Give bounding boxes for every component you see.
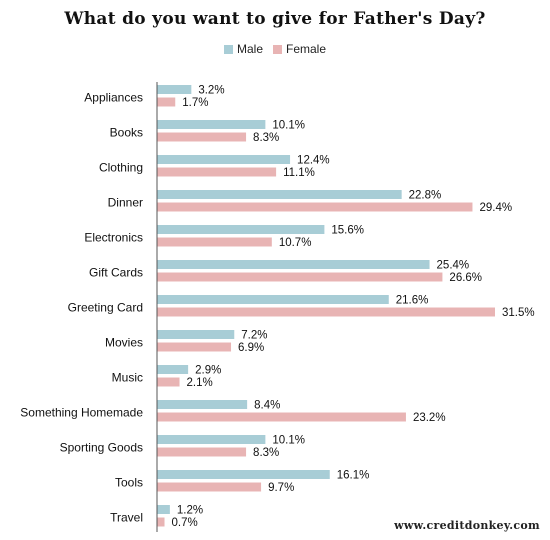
data-label-male-gift-cards: 25.4% (437, 260, 470, 272)
data-label-female-movies: 6.9% (238, 342, 264, 354)
chart-title: What do you want to give for Father's Da… (64, 9, 486, 29)
category-label-travel: Travel (110, 511, 143, 525)
legend-item-female: Female (273, 42, 326, 56)
category-label-appliances: Appliances (84, 91, 143, 105)
bar-female-books (157, 132, 247, 142)
data-label-female-greeting-card: 31.5% (502, 307, 535, 319)
data-label-male-dinner: 22.8% (409, 190, 442, 202)
data-label-female-electronics: 10.7% (279, 237, 312, 249)
data-label-female-dinner: 29.4% (479, 202, 512, 214)
bar-female-dinner (157, 202, 473, 212)
data-label-female-travel: 0.7% (172, 517, 198, 529)
bar-male-movies (157, 330, 235, 339)
bar-male-greeting-card (157, 295, 389, 304)
bar-female-movies (157, 342, 232, 352)
data-label-female-books: 8.3% (253, 132, 279, 144)
legend: Male Female (0, 42, 550, 56)
data-label-female-appliances: 1.7% (182, 97, 208, 109)
category-label-books: Books (110, 126, 143, 140)
legend-swatch-female (273, 44, 282, 54)
bar-male-travel (157, 505, 170, 514)
bar-female-electronics (157, 237, 272, 247)
legend-item-male: Male (223, 42, 263, 56)
category-label-greeting-card: Greeting Card (68, 301, 143, 315)
bar-female-something-homemade (157, 412, 406, 422)
legend-swatch-male (223, 44, 233, 54)
bar-male-appliances (157, 85, 192, 94)
data-label-male-appliances: 3.2% (198, 85, 224, 97)
data-label-male-sporting-goods: 10.1% (272, 435, 305, 447)
bar-female-music (157, 377, 180, 387)
category-label-something-homemade: Something Homemade (20, 406, 143, 420)
legend-label-male: Male (236, 42, 263, 56)
data-label-female-clothing: 11.1% (283, 167, 315, 179)
data-label-male-books: 10.1% (272, 120, 305, 132)
category-label-sporting-goods: Sporting Goods (60, 441, 143, 455)
bar-female-appliances (157, 97, 176, 107)
watermark: www.creditdonkey.com (394, 519, 540, 532)
bar-male-books (157, 120, 266, 129)
category-label-movies: Movies (105, 336, 143, 350)
bar-male-music (157, 365, 189, 374)
bar-female-gift-cards (157, 272, 443, 282)
bar-male-clothing (157, 155, 291, 164)
data-label-female-sporting-goods: 8.3% (253, 447, 279, 459)
data-label-male-tools: 16.1% (337, 470, 370, 482)
category-label-tools: Tools (115, 476, 143, 490)
bar-male-electronics (157, 225, 325, 234)
data-label-male-electronics: 15.6% (331, 225, 364, 237)
data-label-female-tools: 9.7% (268, 482, 294, 494)
data-label-female-gift-cards: 26.6% (449, 272, 482, 284)
bar-female-greeting-card (157, 307, 495, 317)
bar-female-sporting-goods (157, 447, 247, 457)
bar-male-tools (157, 470, 330, 479)
bar-female-clothing (157, 167, 277, 177)
data-label-male-clothing: 12.4% (297, 155, 330, 167)
bar-female-tools (157, 482, 262, 492)
legend-label-female: Female (286, 42, 327, 56)
data-label-male-music: 2.9% (195, 365, 221, 377)
category-label-dinner: Dinner (108, 196, 143, 210)
data-label-male-travel: 1.2% (177, 505, 203, 517)
category-label-music: Music (112, 371, 143, 385)
data-label-male-greeting-card: 21.6% (396, 295, 429, 307)
data-label-male-something-homemade: 8.4% (254, 400, 280, 412)
data-label-female-music: 2.1% (187, 377, 213, 389)
category-label-electronics: Electronics (84, 231, 143, 245)
data-label-female-something-homemade: 23.2% (413, 412, 446, 424)
bar-male-sporting-goods (157, 435, 266, 444)
bar-male-something-homemade (157, 400, 248, 409)
category-label-clothing: Clothing (99, 161, 143, 175)
category-label-gift-cards: Gift Cards (89, 266, 143, 280)
bar-female-travel (157, 517, 165, 527)
bar-male-gift-cards (157, 260, 430, 269)
data-label-male-movies: 7.2% (241, 330, 267, 342)
bar-male-dinner (157, 190, 402, 199)
